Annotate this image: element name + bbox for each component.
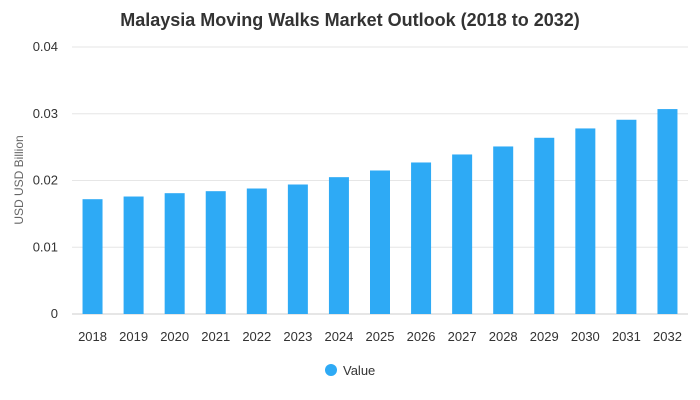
- bar-2029[interactable]: [534, 137, 555, 314]
- y-tick-label: 0.04: [33, 39, 58, 54]
- bar-2021[interactable]: [205, 191, 226, 314]
- x-tick-label: 2020: [160, 329, 189, 344]
- bars: [82, 109, 678, 314]
- bar-2022[interactable]: [246, 188, 267, 314]
- y-tick-label: 0.01: [33, 239, 58, 254]
- legend-marker-value: [325, 364, 337, 376]
- x-tick-label: 2031: [612, 329, 641, 344]
- bar-2025[interactable]: [370, 170, 390, 314]
- x-tick-label: 2025: [366, 329, 395, 344]
- bar-2031[interactable]: [616, 119, 637, 314]
- chart-title: Malaysia Moving Walks Market Outlook (20…: [120, 10, 579, 30]
- x-tick-label: 2026: [407, 329, 436, 344]
- y-tick-label: 0: [51, 306, 58, 321]
- x-tick-label: 2019: [119, 329, 148, 344]
- bar-2028[interactable]: [493, 146, 514, 314]
- x-tick-label: 2027: [448, 329, 477, 344]
- bar-2030[interactable]: [575, 128, 596, 314]
- bar-2019[interactable]: [123, 196, 144, 314]
- x-tick-label: 2030: [571, 329, 600, 344]
- x-tick-label: 2032: [653, 329, 682, 344]
- x-tick-label: 2018: [78, 329, 107, 344]
- x-tick-label: 2023: [283, 329, 312, 344]
- bar-2023[interactable]: [287, 184, 308, 314]
- x-tick-label: 2028: [489, 329, 518, 344]
- y-tick-label: 0.03: [33, 106, 58, 121]
- bar-2024[interactable]: [328, 177, 349, 314]
- x-tick-label: 2021: [201, 329, 230, 344]
- bar-2020[interactable]: [164, 193, 185, 314]
- x-tick-label: 2022: [242, 329, 271, 344]
- bar-2027[interactable]: [452, 154, 473, 314]
- x-tick-label: 2029: [530, 329, 559, 344]
- legend-label-value: Value: [343, 363, 375, 378]
- y-axis-ticks: 0 0.01 0.02 0.03 0.04: [33, 39, 58, 321]
- x-axis-ticks: 2018 2019 2020 2021 2022 2023 2024 2025 2026 2027…: [78, 329, 682, 344]
- legend[interactable]: Value: [325, 363, 375, 378]
- x-tick-label: 2024: [324, 329, 353, 344]
- y-axis-label: USD USD Billion: [12, 135, 26, 224]
- y-tick-label: 0.02: [33, 173, 58, 188]
- bar-2026[interactable]: [411, 162, 432, 314]
- bar-2018[interactable]: [82, 199, 103, 314]
- bar-2032[interactable]: [657, 109, 678, 314]
